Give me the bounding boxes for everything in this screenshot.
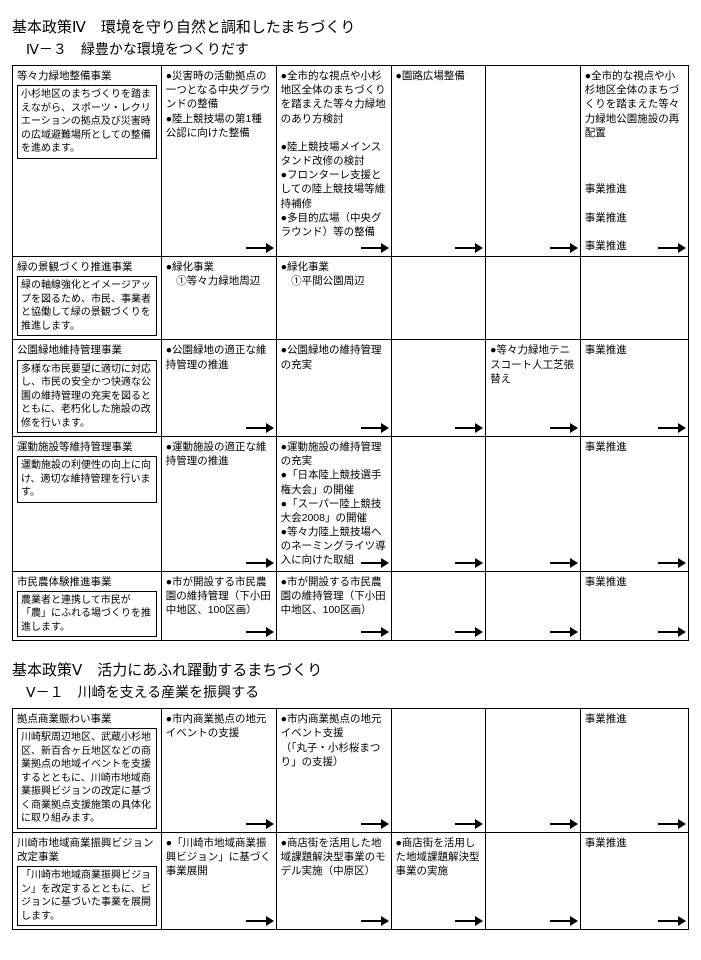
cell: ●商店街を活用した地域課題解決型事業の実施 [391, 832, 486, 929]
arrow-icon [658, 424, 686, 432]
project-desc: 運動施設の利便性の向上に向け、適切な維持管理を行います。 [17, 456, 157, 503]
cell: ●市内商業拠点の地元イベントの支援 [161, 709, 276, 833]
arrow-icon [246, 424, 274, 432]
cell: ●公園緑地の維持管理の充実 [276, 340, 391, 437]
project-desc: 農業者と連携して市民が「農」にふれる場づくりを推進します。 [17, 591, 157, 638]
table-row: 等々力緑地整備事業小杉地区のまちづくりを踏まえながら、スポーツ・レクリエーション… [13, 66, 689, 257]
arrow-icon [455, 244, 483, 252]
cell: ●全市的な視点や小杉地区全体のまちづくりを踏まえた等々力緑地のあり方検討●陸上競… [276, 66, 391, 257]
arrow-icon [246, 820, 274, 828]
project-cell: 川崎市地域商業振興ビジョン改定事業「川崎市地域商業振興ビジョン」を改定するととも… [13, 832, 162, 929]
arrow-icon [361, 244, 389, 252]
project-desc: 川崎駅周辺地区、武蔵小杉地区、新百合ヶ丘地区などの商業拠点の地域イベントを支援す… [17, 728, 157, 829]
cell: ●市が開設する市民農園の維持管理（下小田中地区、100区画） [276, 571, 391, 641]
project-cell: 市民農体験推進事業農業者と連携して市民が「農」にふれる場づくりを推進します。 [13, 571, 162, 641]
project-cell: 拠点商業賑わい事業川崎駅周辺地区、武蔵小杉地区、新百合ヶ丘地区などの商業拠点の地… [13, 709, 162, 833]
cell: ●等々力緑地テニスコート人工芝張替え [486, 340, 581, 437]
project-name: 川崎市地域商業振興ビジョン改定事業 [17, 836, 157, 864]
arrow-icon [658, 559, 686, 567]
table-row: 公園緑地維持管理事業多様な市民要望に適切に対応し、市民の安全かつ快適な公園の維持… [13, 340, 689, 437]
cell [580, 257, 688, 340]
cell: ●園路広場整備 [391, 66, 486, 257]
arrow-icon [455, 559, 483, 567]
arrow-icon [658, 628, 686, 636]
arrow-icon [658, 244, 686, 252]
arrow-icon [550, 820, 578, 828]
arrow-icon [455, 424, 483, 432]
policy5-sub: Ⅴ－１ 川崎を支える産業を振興する [26, 682, 689, 702]
arrow-icon [361, 559, 389, 567]
cell: 事業推進 [580, 709, 688, 833]
cell [391, 571, 486, 641]
arrow-icon [361, 820, 389, 828]
arrow-icon [550, 917, 578, 925]
cell: ●市が開設する市民農園の維持管理（下小田中地区、100区画） [161, 571, 276, 641]
project-name: 緑の景観づくり推進事業 [17, 260, 157, 274]
cell: ●緑化事業 ①平間公園周辺 [276, 257, 391, 340]
cell: ●市内商業拠点の地元イベント支援（「丸子・小杉桜まつり」の支援） [276, 709, 391, 833]
cell [486, 832, 581, 929]
cell [391, 340, 486, 437]
arrow-icon [361, 917, 389, 925]
cell: 事業推進 [580, 832, 688, 929]
policy5-table: 拠点商業賑わい事業川崎駅周辺地区、武蔵小杉地区、新百合ヶ丘地区などの商業拠点の地… [12, 708, 689, 930]
arrow-icon [550, 244, 578, 252]
cell: ●災害時の活動拠点の一つとなる中央グラウンドの整備●陸上競技場の第1種公認に向け… [161, 66, 276, 257]
arrow-icon [550, 424, 578, 432]
project-desc: 「川崎市地域商業振興ビジョン」を改定するとともに、ビジョンに基づいた事業を展開し… [17, 866, 157, 926]
arrow-icon [246, 244, 274, 252]
cell [391, 437, 486, 572]
project-desc: 小杉地区のまちづくりを踏まえながら、スポーツ・レクリエーションの拠点及び災害時の… [17, 85, 157, 159]
project-cell: 緑の景観づくり推進事業緑の軸線強化とイメージアップを図るため、市民、事業者と協働… [13, 257, 162, 340]
table-row: 川崎市地域商業振興ビジョン改定事業「川崎市地域商業振興ビジョン」を改定するととも… [13, 832, 689, 929]
arrow-icon [246, 628, 274, 636]
cell: 事業推進 [580, 437, 688, 572]
project-desc: 多様な市民要望に適切に対応し、市民の安全かつ快適な公園の維持管理の充実を図るとと… [17, 360, 157, 434]
project-cell: 公園緑地維持管理事業多様な市民要望に適切に対応し、市民の安全かつ快適な公園の維持… [13, 340, 162, 437]
project-cell: 等々力緑地整備事業小杉地区のまちづくりを踏まえながら、スポーツ・レクリエーション… [13, 66, 162, 257]
cell: ●運動施設の適正な維持管理の推進 [161, 437, 276, 572]
project-name: 市民農体験推進事業 [17, 575, 157, 589]
cell: ●運動施設の維持管理の充実●「日本陸上競技選手権大会」の開催●「スーパー陸上競技… [276, 437, 391, 572]
arrow-icon [550, 628, 578, 636]
arrow-icon [246, 559, 274, 567]
arrow-icon [455, 628, 483, 636]
policy4-sub: Ⅳ－３ 緑豊かな環境をつくりだす [26, 39, 689, 59]
policy5-title: 基本政策Ⅴ 活力にあふれ躍動するまちづくり [12, 659, 689, 680]
arrow-icon [361, 424, 389, 432]
cell [486, 66, 581, 257]
project-cell: 運動施設等維持管理事業運動施設の利便性の向上に向け、適切な維持管理を行います。 [13, 437, 162, 572]
arrow-icon [455, 917, 483, 925]
project-name: 拠点商業賑わい事業 [17, 712, 157, 726]
cell: ●公園緑地の適正な維持管理の推進 [161, 340, 276, 437]
arrow-icon [658, 917, 686, 925]
project-name: 運動施設等維持管理事業 [17, 440, 157, 454]
cell: ●「川崎市地域商業振興ビジョン」に基づく事業展開 [161, 832, 276, 929]
cell: ●商店街を活用した地域課題解決型事業のモデル実施（中原区） [276, 832, 391, 929]
table-row: 運動施設等維持管理事業運動施設の利便性の向上に向け、適切な維持管理を行います。●… [13, 437, 689, 572]
cell [486, 571, 581, 641]
project-name: 等々力緑地整備事業 [17, 69, 157, 83]
cell [391, 709, 486, 833]
arrow-icon [361, 628, 389, 636]
table-row: 拠点商業賑わい事業川崎駅周辺地区、武蔵小杉地区、新百合ヶ丘地区などの商業拠点の地… [13, 709, 689, 833]
cell: ●緑化事業 ①等々力緑地周辺 [161, 257, 276, 340]
cell [391, 257, 486, 340]
project-desc: 緑の軸線強化とイメージアップを図るため、市民、事業者と協働して緑の景観づくりを推… [17, 276, 157, 336]
arrow-icon [658, 820, 686, 828]
policy4-table: 等々力緑地整備事業小杉地区のまちづくりを踏まえながら、スポーツ・レクリエーション… [12, 65, 689, 641]
cell [486, 437, 581, 572]
cell: ●全市的な視点や小杉地区全体のまちづくりを踏まえた等々力緑地公園施設の再配置事業… [580, 66, 688, 257]
arrow-icon [455, 820, 483, 828]
table-row: 市民農体験推進事業農業者と連携して市民が「農」にふれる場づくりを推進します。●市… [13, 571, 689, 641]
project-name: 公園緑地維持管理事業 [17, 343, 157, 357]
arrow-icon [550, 559, 578, 567]
table-row: 緑の景観づくり推進事業緑の軸線強化とイメージアップを図るため、市民、事業者と協働… [13, 257, 689, 340]
cell [486, 709, 581, 833]
policy4-title: 基本政策Ⅳ 環境を守り自然と調和したまちづくり [12, 16, 689, 37]
cell: 事業推進 [580, 571, 688, 641]
arrow-icon [246, 917, 274, 925]
cell: 事業推進 [580, 340, 688, 437]
cell [486, 257, 581, 340]
